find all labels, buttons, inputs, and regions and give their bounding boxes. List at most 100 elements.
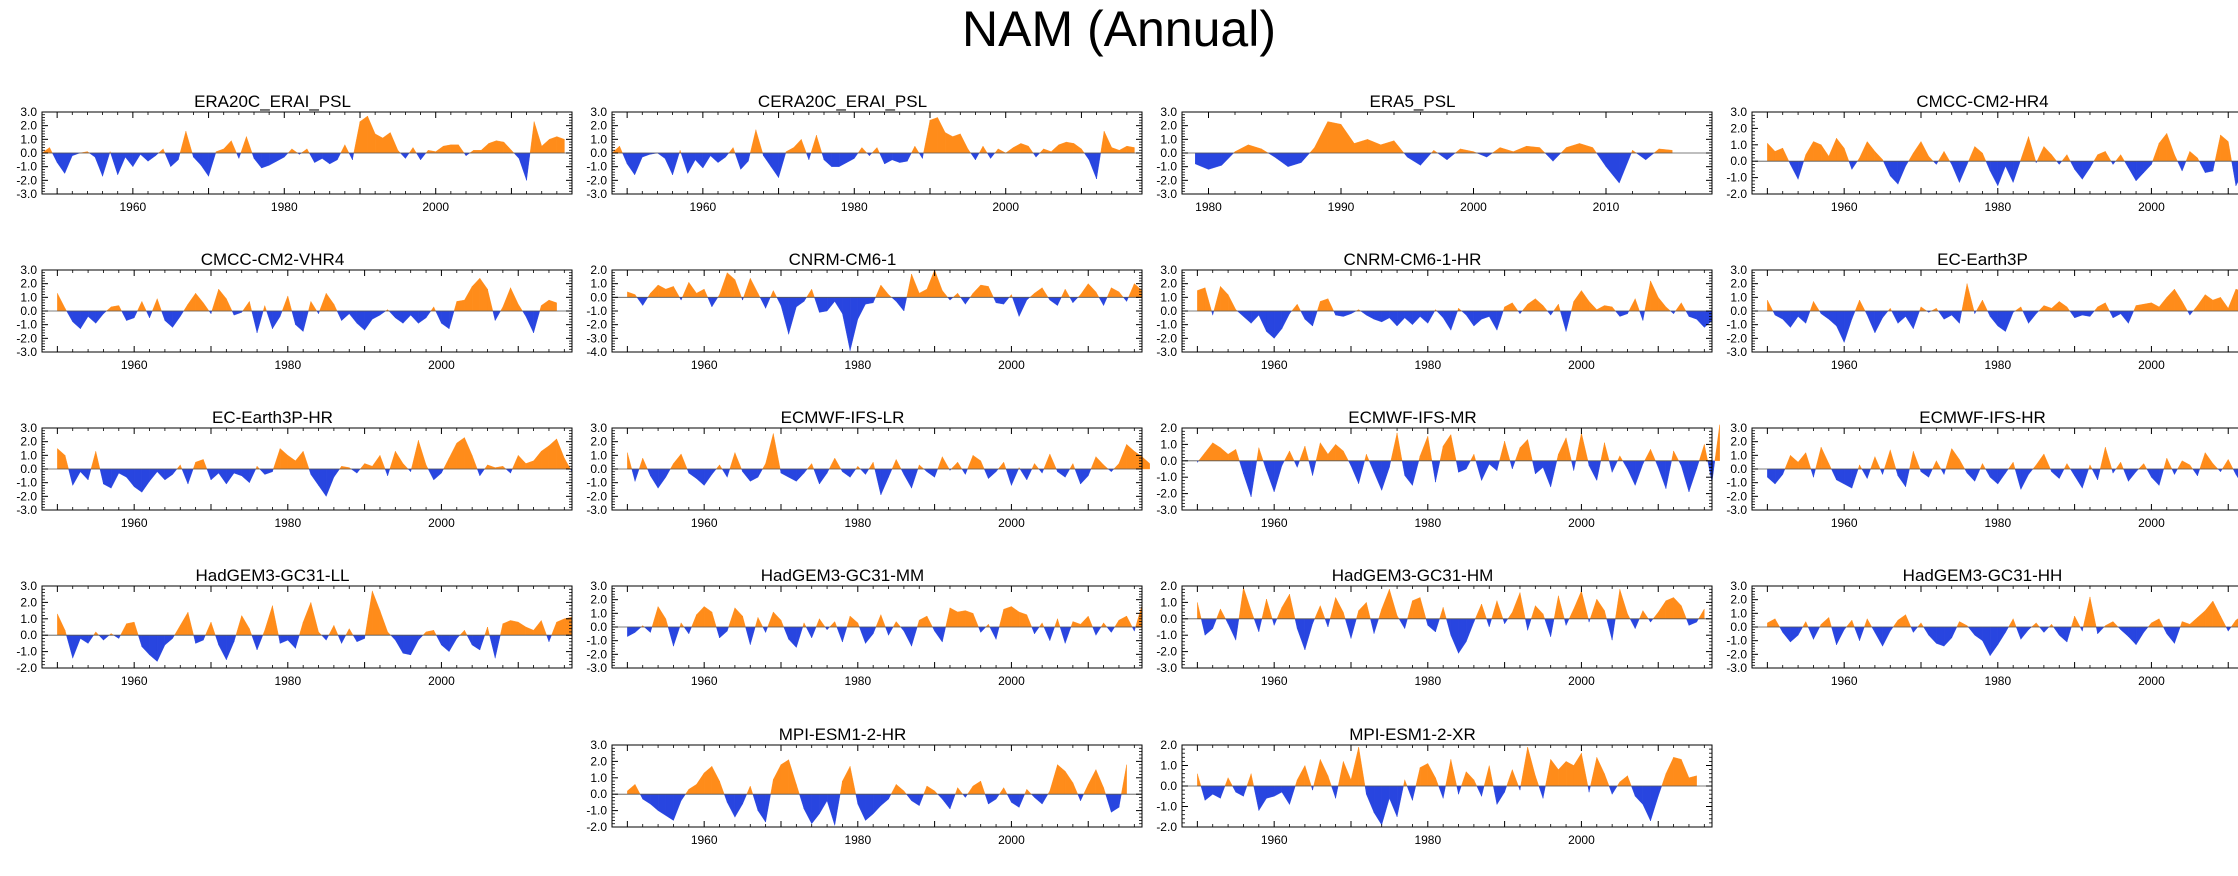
anomaly-area (2112, 161, 2116, 166)
anomaly-area (195, 635, 204, 644)
anomaly-area (2097, 626, 2105, 635)
anomaly-area (1436, 310, 1444, 319)
anomaly-area (158, 148, 164, 154)
anomaly-area (1481, 785, 1485, 797)
chart-panel: ERA5_PSL 3.0 2.0 1.0 0.0 -1.0 -2.0 -3.0 1980 1990… (1140, 92, 1713, 222)
anomaly-area (1696, 618, 1699, 623)
anomaly-area (1092, 626, 1097, 636)
anomaly-area (957, 292, 961, 298)
anomaly-area (210, 310, 213, 314)
anomaly-area (1867, 310, 1876, 333)
anomaly-area (2120, 310, 2129, 324)
anomaly-area (1281, 460, 1285, 466)
y-tick-label: 1.0 (1160, 595, 1177, 609)
anomaly-area (1688, 775, 1697, 787)
anomaly-area (1489, 460, 1498, 472)
chart-panel: ECMWF-IFS-HR 3.0 2.0 1.0 0.0 -1.0 -2.0 -3.0 1960… (1710, 408, 2238, 538)
anomaly-area (435, 310, 442, 324)
anomaly-area (2014, 468, 2022, 490)
anomaly-area (1271, 618, 1275, 626)
anomaly-area (1974, 626, 1983, 642)
anomaly-area (721, 468, 728, 478)
anomaly-area (272, 310, 281, 330)
anomaly-area (2031, 622, 2037, 628)
anomaly-area (464, 285, 473, 312)
anomaly-area (926, 468, 935, 478)
anomaly-area (1810, 468, 1814, 478)
chart-panel: CMCC-CM2-VHR4 3.0 2.0 1.0 0.0 -1.0 -2.0 -3.0 196… (0, 250, 573, 380)
anomaly-area (849, 766, 857, 795)
y-tick-label: 0.0 (590, 290, 607, 304)
anomaly-area (2051, 468, 2060, 480)
x-tick-label: 1980 (1414, 516, 1441, 530)
y-tick-label: -3.0 (16, 187, 37, 201)
anomaly-area (2028, 626, 2033, 631)
anomaly-area (1095, 626, 1102, 636)
anomaly-area (808, 152, 812, 160)
anomaly-area (1588, 618, 1591, 623)
anomaly-area (1688, 460, 1697, 493)
y-tick-label: 1.0 (20, 290, 37, 304)
anomaly-area (64, 455, 69, 470)
anomaly-area (2147, 622, 2152, 628)
anomaly-area (1542, 613, 1545, 619)
anomaly-area (141, 635, 150, 656)
anomaly-area (256, 635, 264, 651)
anomaly-area (1333, 310, 1336, 316)
anomaly-area (1512, 769, 1519, 787)
anomaly-area (725, 152, 730, 158)
x-tick-label: 2010 (1593, 200, 1620, 214)
anomaly-area (556, 136, 565, 154)
x-tick-label: 2000 (998, 833, 1025, 847)
anomaly-area (1041, 468, 1045, 474)
anomaly-area (502, 465, 507, 470)
anomaly-area (717, 293, 720, 298)
y-tick-label: -1.0 (1156, 318, 1177, 332)
anomaly-area (1807, 626, 1814, 640)
anomaly-area (203, 635, 206, 641)
anomaly-area (1299, 445, 1306, 461)
anomaly-area (278, 635, 281, 644)
anomaly-area (1103, 131, 1112, 154)
anomaly-area (849, 297, 858, 351)
y-tick-label: 3.0 (590, 105, 607, 119)
anomaly-area (785, 147, 794, 154)
anomaly-area (174, 624, 181, 636)
anomaly-area (1227, 294, 1236, 312)
anomaly-area (2005, 161, 2014, 183)
anomaly-area (215, 148, 224, 154)
anomaly-area (1473, 310, 1482, 327)
anomaly-area (1874, 310, 1883, 333)
x-tick-label: 2000 (428, 516, 455, 530)
anomaly-area (955, 787, 958, 795)
anomaly-area (865, 468, 870, 476)
anomaly-area (1204, 287, 1212, 312)
anomaly-area (541, 620, 547, 636)
anomaly-area (1890, 161, 1899, 185)
anomaly-area (1204, 785, 1213, 801)
anomaly-area (200, 152, 209, 177)
anomaly-area (773, 611, 782, 628)
y-tick-label: -3.0 (586, 503, 607, 517)
y-tick-label: 0.0 (1160, 146, 1177, 160)
anomaly-area (1057, 468, 1066, 478)
anomaly-area (187, 612, 194, 636)
anomaly-area (233, 468, 242, 477)
anomaly-area (934, 790, 939, 795)
y-tick-label: 1.0 (1160, 290, 1177, 304)
x-tick-label: 2000 (428, 358, 455, 372)
anomaly-area (1442, 785, 1446, 799)
anomaly-area (2220, 134, 2229, 162)
anomaly-area (665, 794, 674, 821)
anomaly-area (2143, 462, 2148, 470)
anomaly-area (734, 279, 742, 298)
anomaly-area (1111, 468, 1115, 473)
y-tick-label: -1.0 (586, 160, 607, 174)
anomaly-area (1122, 297, 1127, 303)
x-tick-label: 1960 (691, 833, 718, 847)
anomaly-area (1788, 161, 1791, 165)
anomaly-area (1107, 468, 1112, 473)
anomaly-area (857, 146, 863, 154)
anomaly-area (372, 310, 381, 320)
anomaly-area (2235, 161, 2238, 186)
